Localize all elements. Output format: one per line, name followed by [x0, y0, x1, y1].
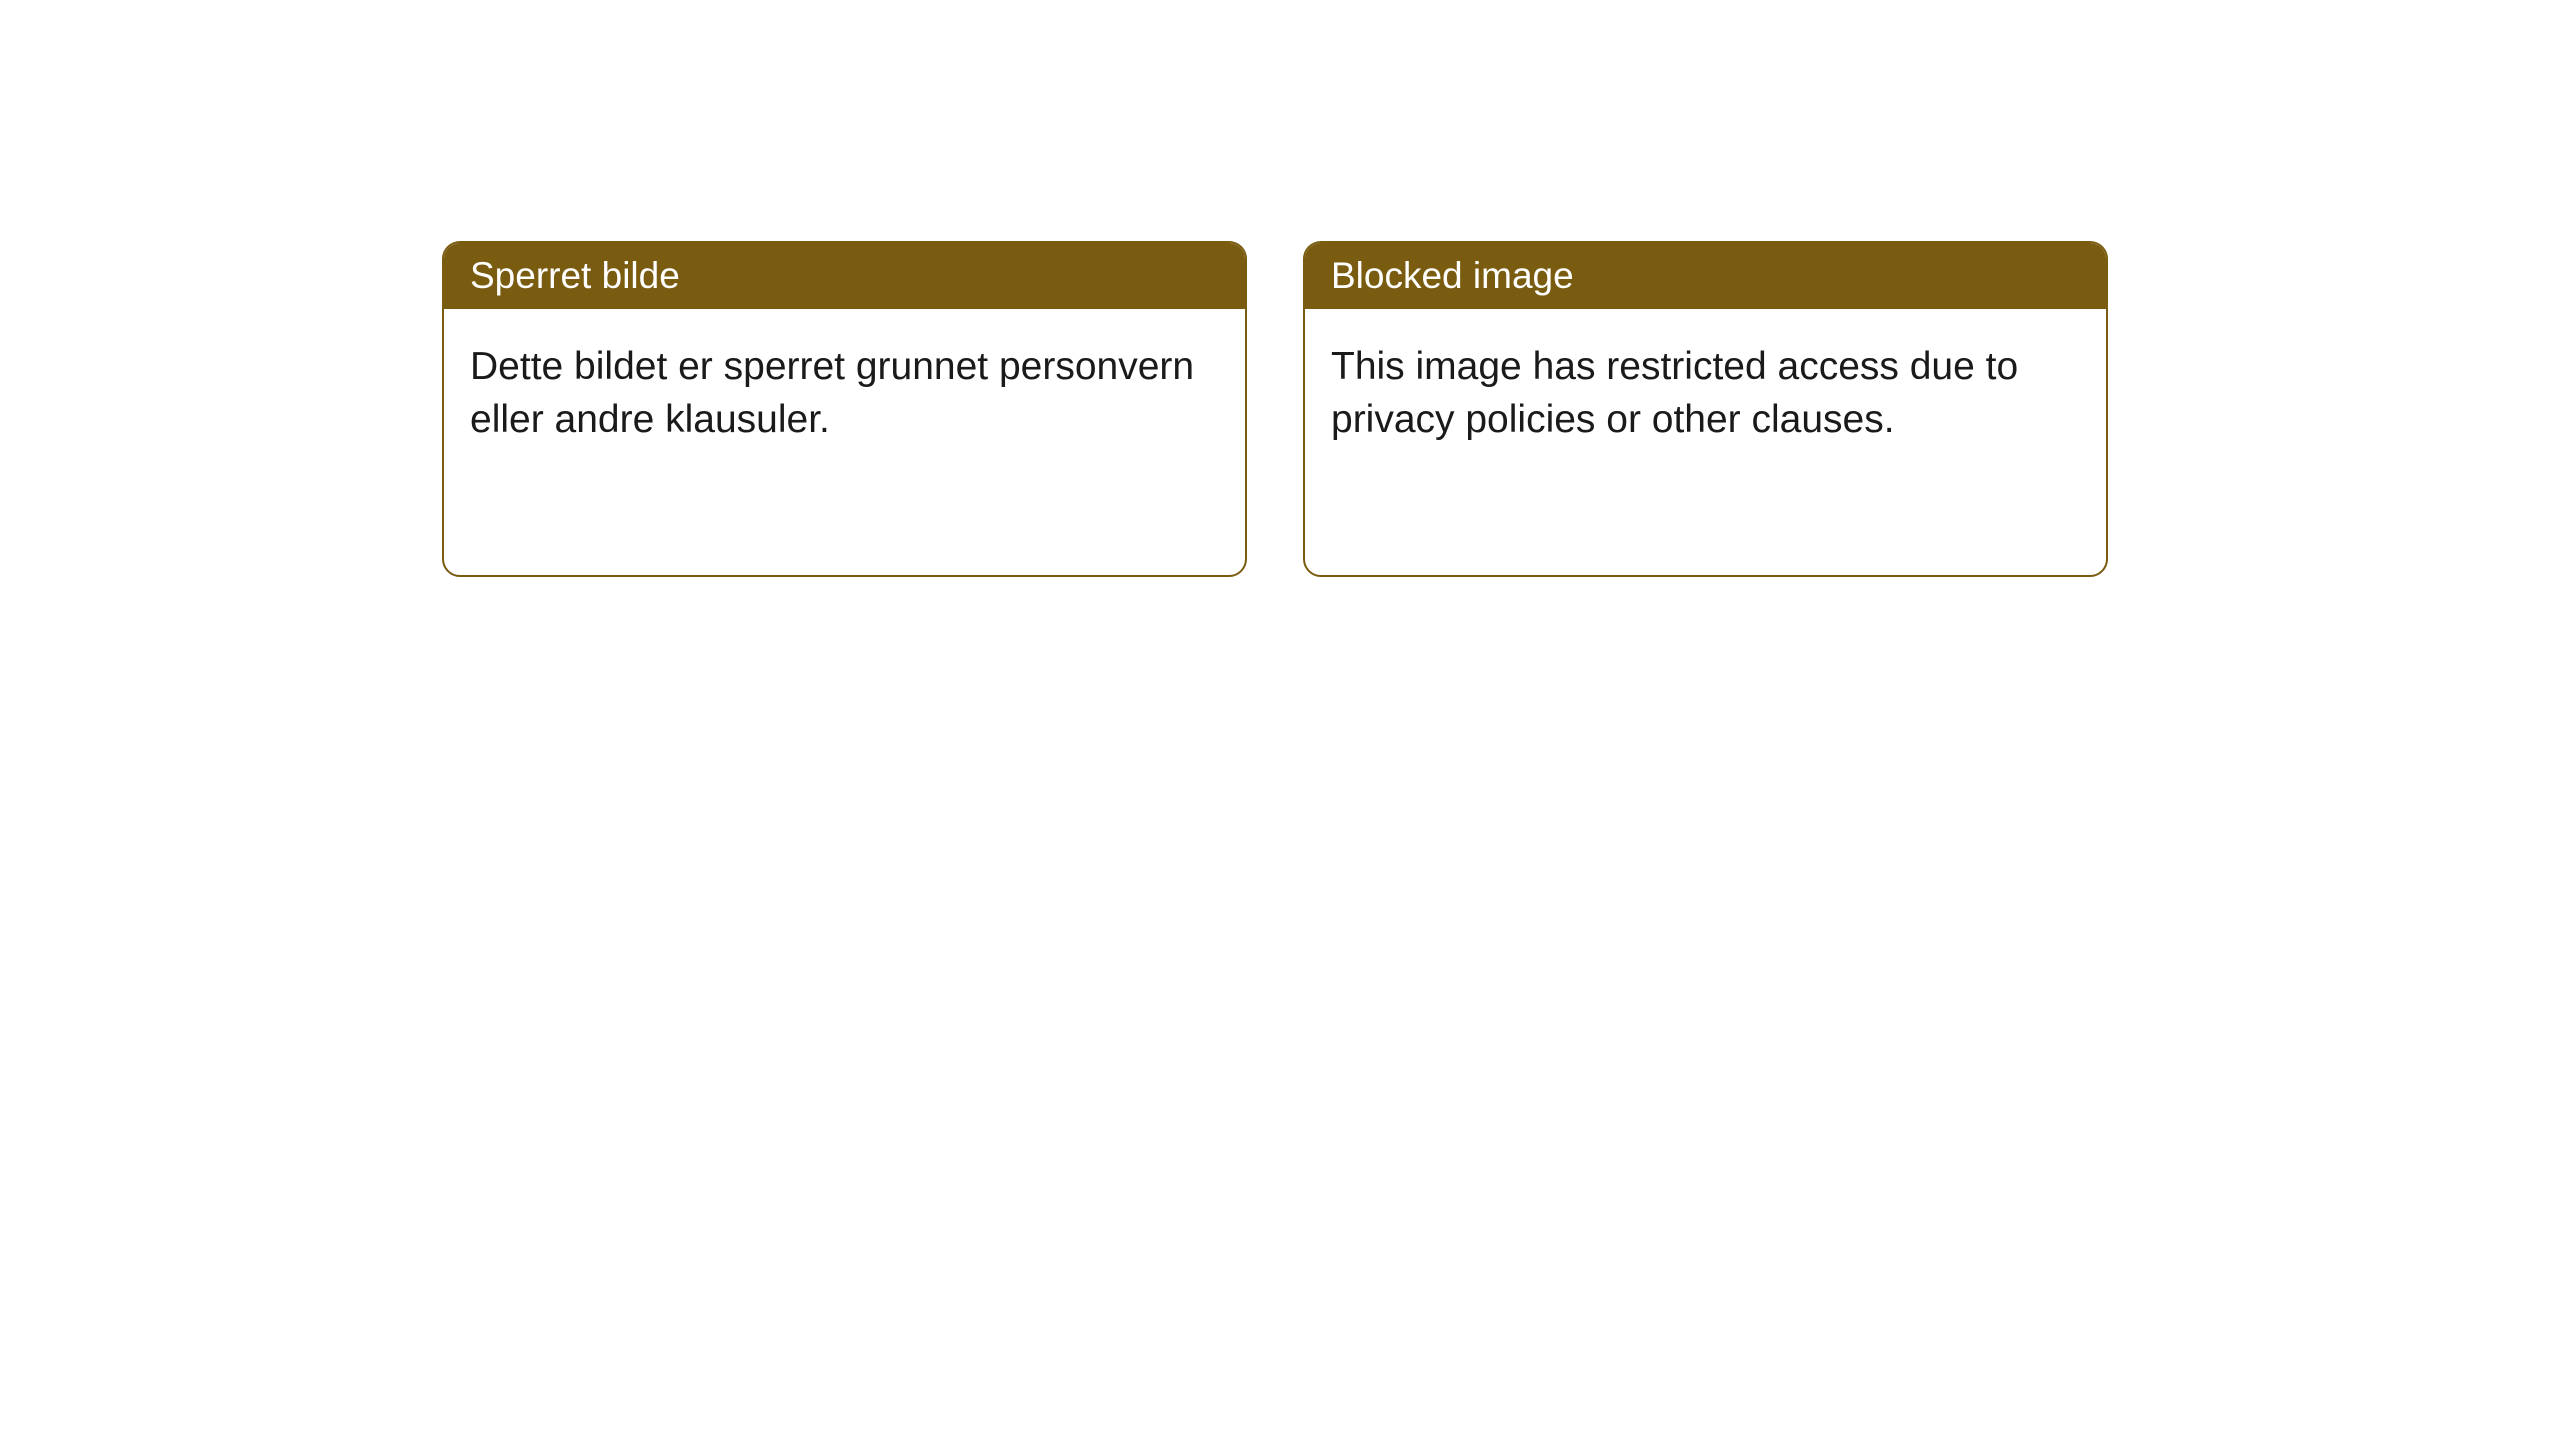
card-body-text: This image has restricted access due to …	[1331, 345, 2018, 441]
card-title: Sperret bilde	[470, 255, 680, 296]
notice-card-norwegian: Sperret bilde Dette bildet er sperret gr…	[442, 241, 1247, 577]
notice-card-english: Blocked image This image has restricted …	[1303, 241, 2108, 577]
card-header: Blocked image	[1305, 243, 2106, 309]
card-body-text: Dette bildet er sperret grunnet personve…	[470, 345, 1194, 441]
card-header: Sperret bilde	[444, 243, 1245, 309]
card-body: Dette bildet er sperret grunnet personve…	[444, 309, 1245, 478]
card-body: This image has restricted access due to …	[1305, 309, 2106, 478]
notice-cards-container: Sperret bilde Dette bildet er sperret gr…	[442, 241, 2108, 577]
card-title: Blocked image	[1331, 255, 1574, 296]
